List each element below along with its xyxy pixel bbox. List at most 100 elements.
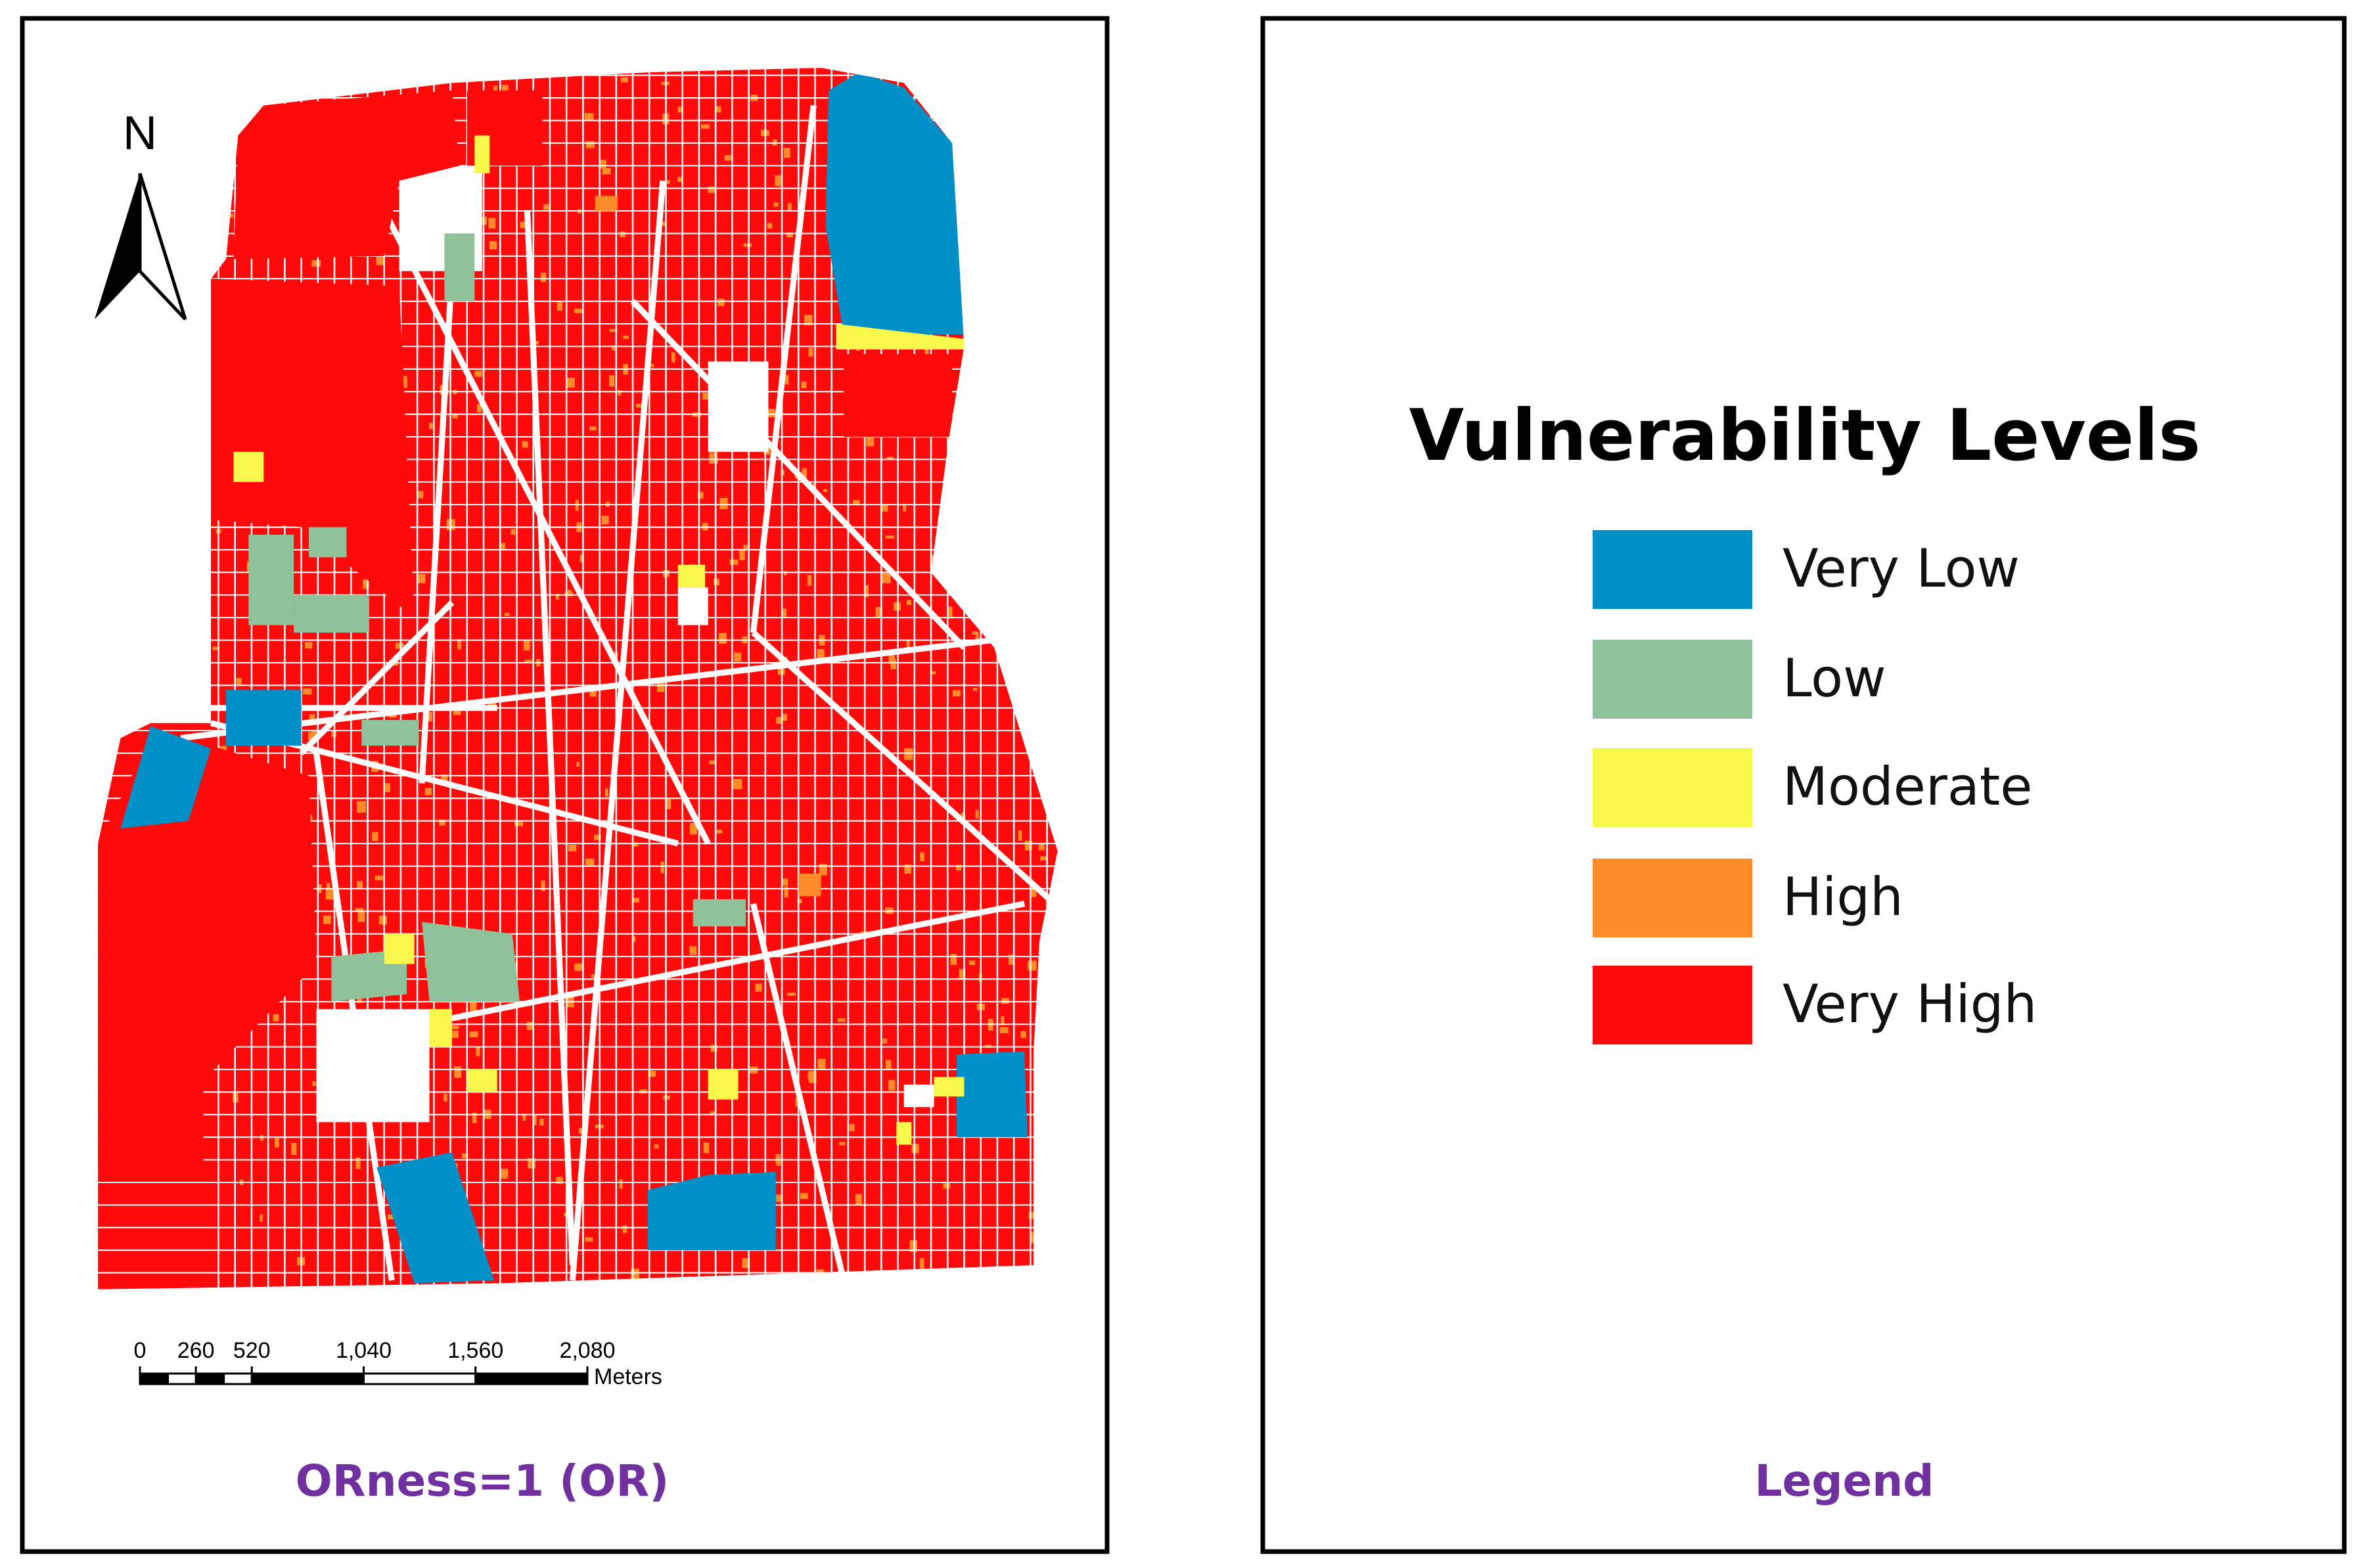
legend-label: Very Low: [1783, 538, 2020, 599]
map-parcel: [909, 1240, 917, 1252]
map-open-area: [903, 1084, 934, 1108]
map-parcel: [622, 1225, 627, 1233]
map-parcel: [839, 1142, 846, 1146]
map-parcel: [602, 168, 611, 175]
map-parcel: [795, 1098, 800, 1107]
map-parcel: [903, 503, 907, 512]
scale-label: 2,080: [559, 1338, 615, 1363]
map-parcel: [906, 639, 910, 648]
map-parcel: [609, 375, 615, 387]
map-parcel: [1018, 830, 1022, 841]
map-parcel: [355, 908, 364, 912]
map-zone: [294, 594, 369, 633]
map-parcel: [489, 240, 497, 250]
map-parcel: [1008, 954, 1014, 965]
map-parcel: [633, 897, 639, 903]
map-parcel: [714, 578, 719, 586]
map-parcel: [781, 608, 787, 618]
legend-swatch: [1593, 859, 1752, 937]
map-parcel: [541, 880, 546, 891]
map-parcel: [755, 983, 762, 992]
map-parcel: [372, 832, 378, 841]
map-road: [750, 903, 847, 1282]
map-parcel: [388, 714, 397, 718]
map-parcel: [715, 106, 721, 113]
map-parcel: [783, 147, 790, 158]
map-parcel: [787, 202, 792, 212]
map-parcel: [776, 1157, 781, 1166]
map-parcel: [904, 864, 911, 874]
map-parcel: [743, 243, 752, 247]
map-parcel: [817, 1058, 826, 1069]
map-parcel: [311, 730, 315, 738]
map-zone: [98, 1072, 204, 1168]
map-road: [419, 271, 455, 784]
map-parcel: [355, 1157, 361, 1169]
map-parcel: [443, 1093, 447, 1102]
map-parcel: [849, 1124, 855, 1132]
map-zone: [844, 353, 953, 437]
map-parcel: [785, 374, 789, 385]
map-parcel: [671, 352, 675, 363]
map-parcel: [236, 678, 242, 684]
map-parcel: [880, 504, 888, 512]
map-parcel: [439, 819, 445, 826]
map-parcel: [474, 370, 483, 377]
map-parcel: [885, 535, 895, 539]
map-parcel: [311, 259, 321, 267]
map-parcel: [357, 801, 366, 813]
map-parcel: [636, 403, 643, 408]
map-road: [751, 630, 1057, 907]
map-parcel: [719, 497, 728, 510]
map-parcel: [632, 936, 636, 943]
map-parcel: [604, 788, 608, 797]
map-parcel: [620, 231, 625, 238]
legend-label: High: [1783, 866, 1903, 928]
map-parcel: [797, 899, 802, 903]
map-parcel: [556, 1176, 563, 1184]
map-parcel: [866, 436, 874, 447]
map-zone: [248, 535, 294, 625]
legend-panel: [1260, 16, 2347, 1554]
map-zone: [422, 922, 520, 1002]
map-zone: [693, 899, 746, 927]
map-parcel: [568, 589, 572, 594]
map-parcel: [639, 1089, 647, 1094]
map-parcel: [212, 646, 219, 650]
north-arrow: N: [95, 107, 187, 321]
scale-segment: [250, 1372, 365, 1385]
map-parcel: [619, 1179, 623, 1189]
map-parcel: [702, 393, 709, 400]
map-parcel: [968, 960, 976, 966]
map-parcel: [708, 186, 715, 193]
map-parcel: [959, 969, 966, 979]
map-zone: [309, 527, 347, 558]
map-parcel: [291, 1143, 297, 1155]
map-parcel: [612, 345, 617, 351]
north-label: N: [123, 107, 157, 160]
map-parcel: [787, 993, 796, 996]
map-parcel: [273, 1014, 279, 1021]
map-parcel: [907, 600, 911, 605]
map-parcel: [428, 422, 433, 430]
map-parcel: [564, 591, 573, 596]
map-parcel: [724, 155, 733, 161]
map-parcel: [943, 1183, 951, 1189]
map-zone: [595, 196, 618, 212]
map-parcel: [657, 682, 665, 692]
map-parcel: [972, 687, 978, 691]
scale-label: 520: [233, 1338, 271, 1363]
map-parcel: [472, 1112, 477, 1123]
map-parcel: [689, 946, 697, 955]
map-zone: [825, 72, 965, 335]
map-parcel: [556, 593, 559, 600]
legend-swatch: [1593, 966, 1752, 1044]
map-zone: [384, 933, 415, 964]
legend-caption: Legend: [1754, 1456, 1934, 1506]
map-parcel: [882, 1039, 888, 1044]
map-zone: [836, 323, 965, 349]
map-parcel: [384, 783, 391, 792]
map-parcel: [890, 658, 896, 669]
map-road: [346, 901, 1026, 1042]
